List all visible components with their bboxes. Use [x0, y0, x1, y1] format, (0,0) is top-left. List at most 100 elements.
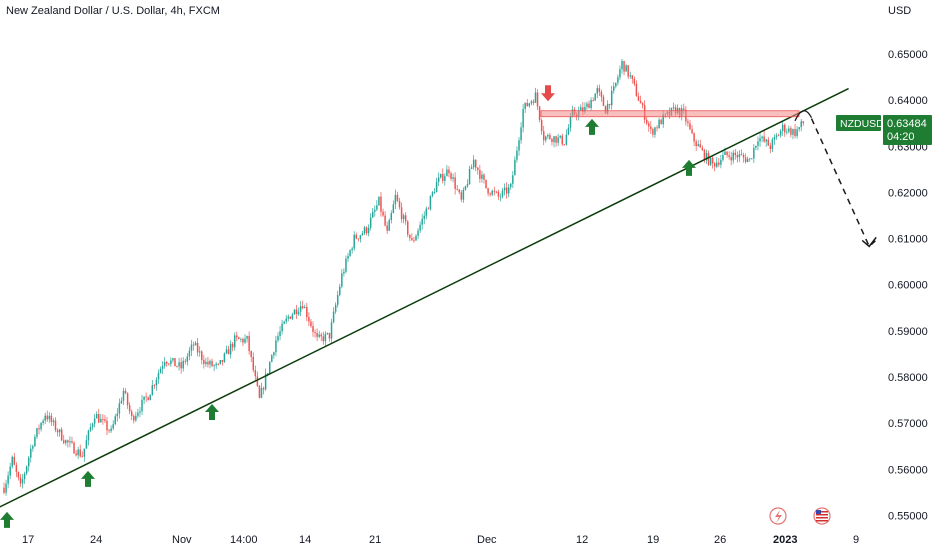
candle — [369, 213, 372, 231]
candle-body — [100, 418, 102, 423]
candle-body — [753, 147, 755, 159]
candle — [470, 164, 473, 169]
candle-body — [697, 144, 699, 147]
candle — [501, 188, 504, 199]
candle-body — [215, 363, 217, 366]
candle-body — [518, 140, 520, 151]
candle — [503, 183, 506, 196]
candle-body — [380, 196, 382, 212]
candle-body — [404, 215, 407, 222]
candle-body — [423, 215, 425, 219]
candle-body — [615, 82, 617, 87]
candle-body — [392, 204, 395, 214]
candle-body — [58, 429, 61, 433]
candle — [713, 161, 716, 172]
candle — [411, 233, 413, 241]
candle — [161, 361, 164, 375]
candle-body — [413, 240, 415, 242]
candle — [510, 182, 512, 190]
candle — [468, 165, 471, 185]
candle — [633, 76, 636, 86]
candle — [353, 231, 355, 251]
candle — [159, 366, 162, 374]
x-tick-label: 2023 — [773, 534, 797, 546]
candle-body — [211, 360, 213, 367]
candle — [648, 121, 650, 132]
candle-body — [648, 123, 650, 127]
candle — [635, 80, 638, 97]
candle — [600, 89, 603, 102]
candle — [800, 118, 802, 132]
candle-body — [598, 88, 601, 92]
candle — [483, 173, 485, 184]
candle — [50, 412, 53, 426]
candle — [128, 402, 131, 415]
candle — [742, 152, 745, 163]
candle — [279, 325, 281, 341]
candle — [495, 190, 498, 194]
candle — [7, 471, 9, 488]
candle — [345, 255, 347, 274]
candle-body — [716, 162, 718, 167]
candle — [446, 165, 448, 177]
candle-body — [530, 101, 533, 104]
candle-body — [602, 96, 605, 107]
y-tick-label: 0.59000 — [888, 326, 928, 338]
candle — [456, 184, 458, 191]
candle — [205, 357, 207, 368]
candle-body — [394, 194, 397, 205]
candle-body — [326, 332, 329, 334]
candle — [532, 99, 535, 106]
candle-body — [207, 361, 209, 365]
candle — [629, 71, 631, 79]
candle — [561, 133, 564, 147]
candle — [472, 155, 475, 170]
candle — [740, 149, 743, 156]
symbol-label: NZDUSD — [840, 118, 884, 130]
candle — [219, 360, 222, 365]
candle — [493, 186, 496, 196]
candle — [106, 416, 108, 436]
candle-body — [104, 419, 106, 421]
candle-body — [135, 415, 137, 421]
candle — [91, 422, 94, 431]
candle — [126, 392, 129, 409]
candle-body — [448, 169, 450, 174]
candle-body — [650, 126, 652, 130]
candle — [641, 101, 644, 109]
candle-body — [42, 420, 44, 423]
candle — [771, 137, 774, 153]
candle-body — [268, 361, 271, 374]
candle-body — [547, 134, 549, 137]
candle — [779, 128, 782, 138]
candle-body — [474, 159, 477, 168]
candle-body — [95, 414, 98, 419]
candle — [15, 462, 18, 478]
x-tick-label: Dec — [477, 534, 497, 546]
candle-body — [184, 360, 187, 362]
candle — [596, 85, 599, 99]
candle — [728, 151, 730, 160]
candle — [798, 127, 800, 132]
candle-body — [320, 334, 322, 337]
candle — [396, 191, 399, 203]
up-arrow — [0, 511, 14, 528]
candle — [658, 117, 660, 129]
candle — [563, 144, 566, 146]
candle-body — [415, 235, 417, 241]
candle — [332, 307, 335, 324]
candle — [388, 218, 390, 231]
candle-body — [316, 332, 318, 337]
candle — [141, 394, 143, 416]
candle — [650, 121, 652, 135]
candle-body — [40, 422, 42, 430]
candle-body — [497, 191, 500, 197]
candle-body — [689, 123, 691, 130]
candle-body — [178, 362, 180, 367]
candle — [720, 154, 722, 169]
candle — [5, 479, 7, 496]
flash-icon — [769, 507, 787, 525]
candle — [58, 428, 61, 437]
